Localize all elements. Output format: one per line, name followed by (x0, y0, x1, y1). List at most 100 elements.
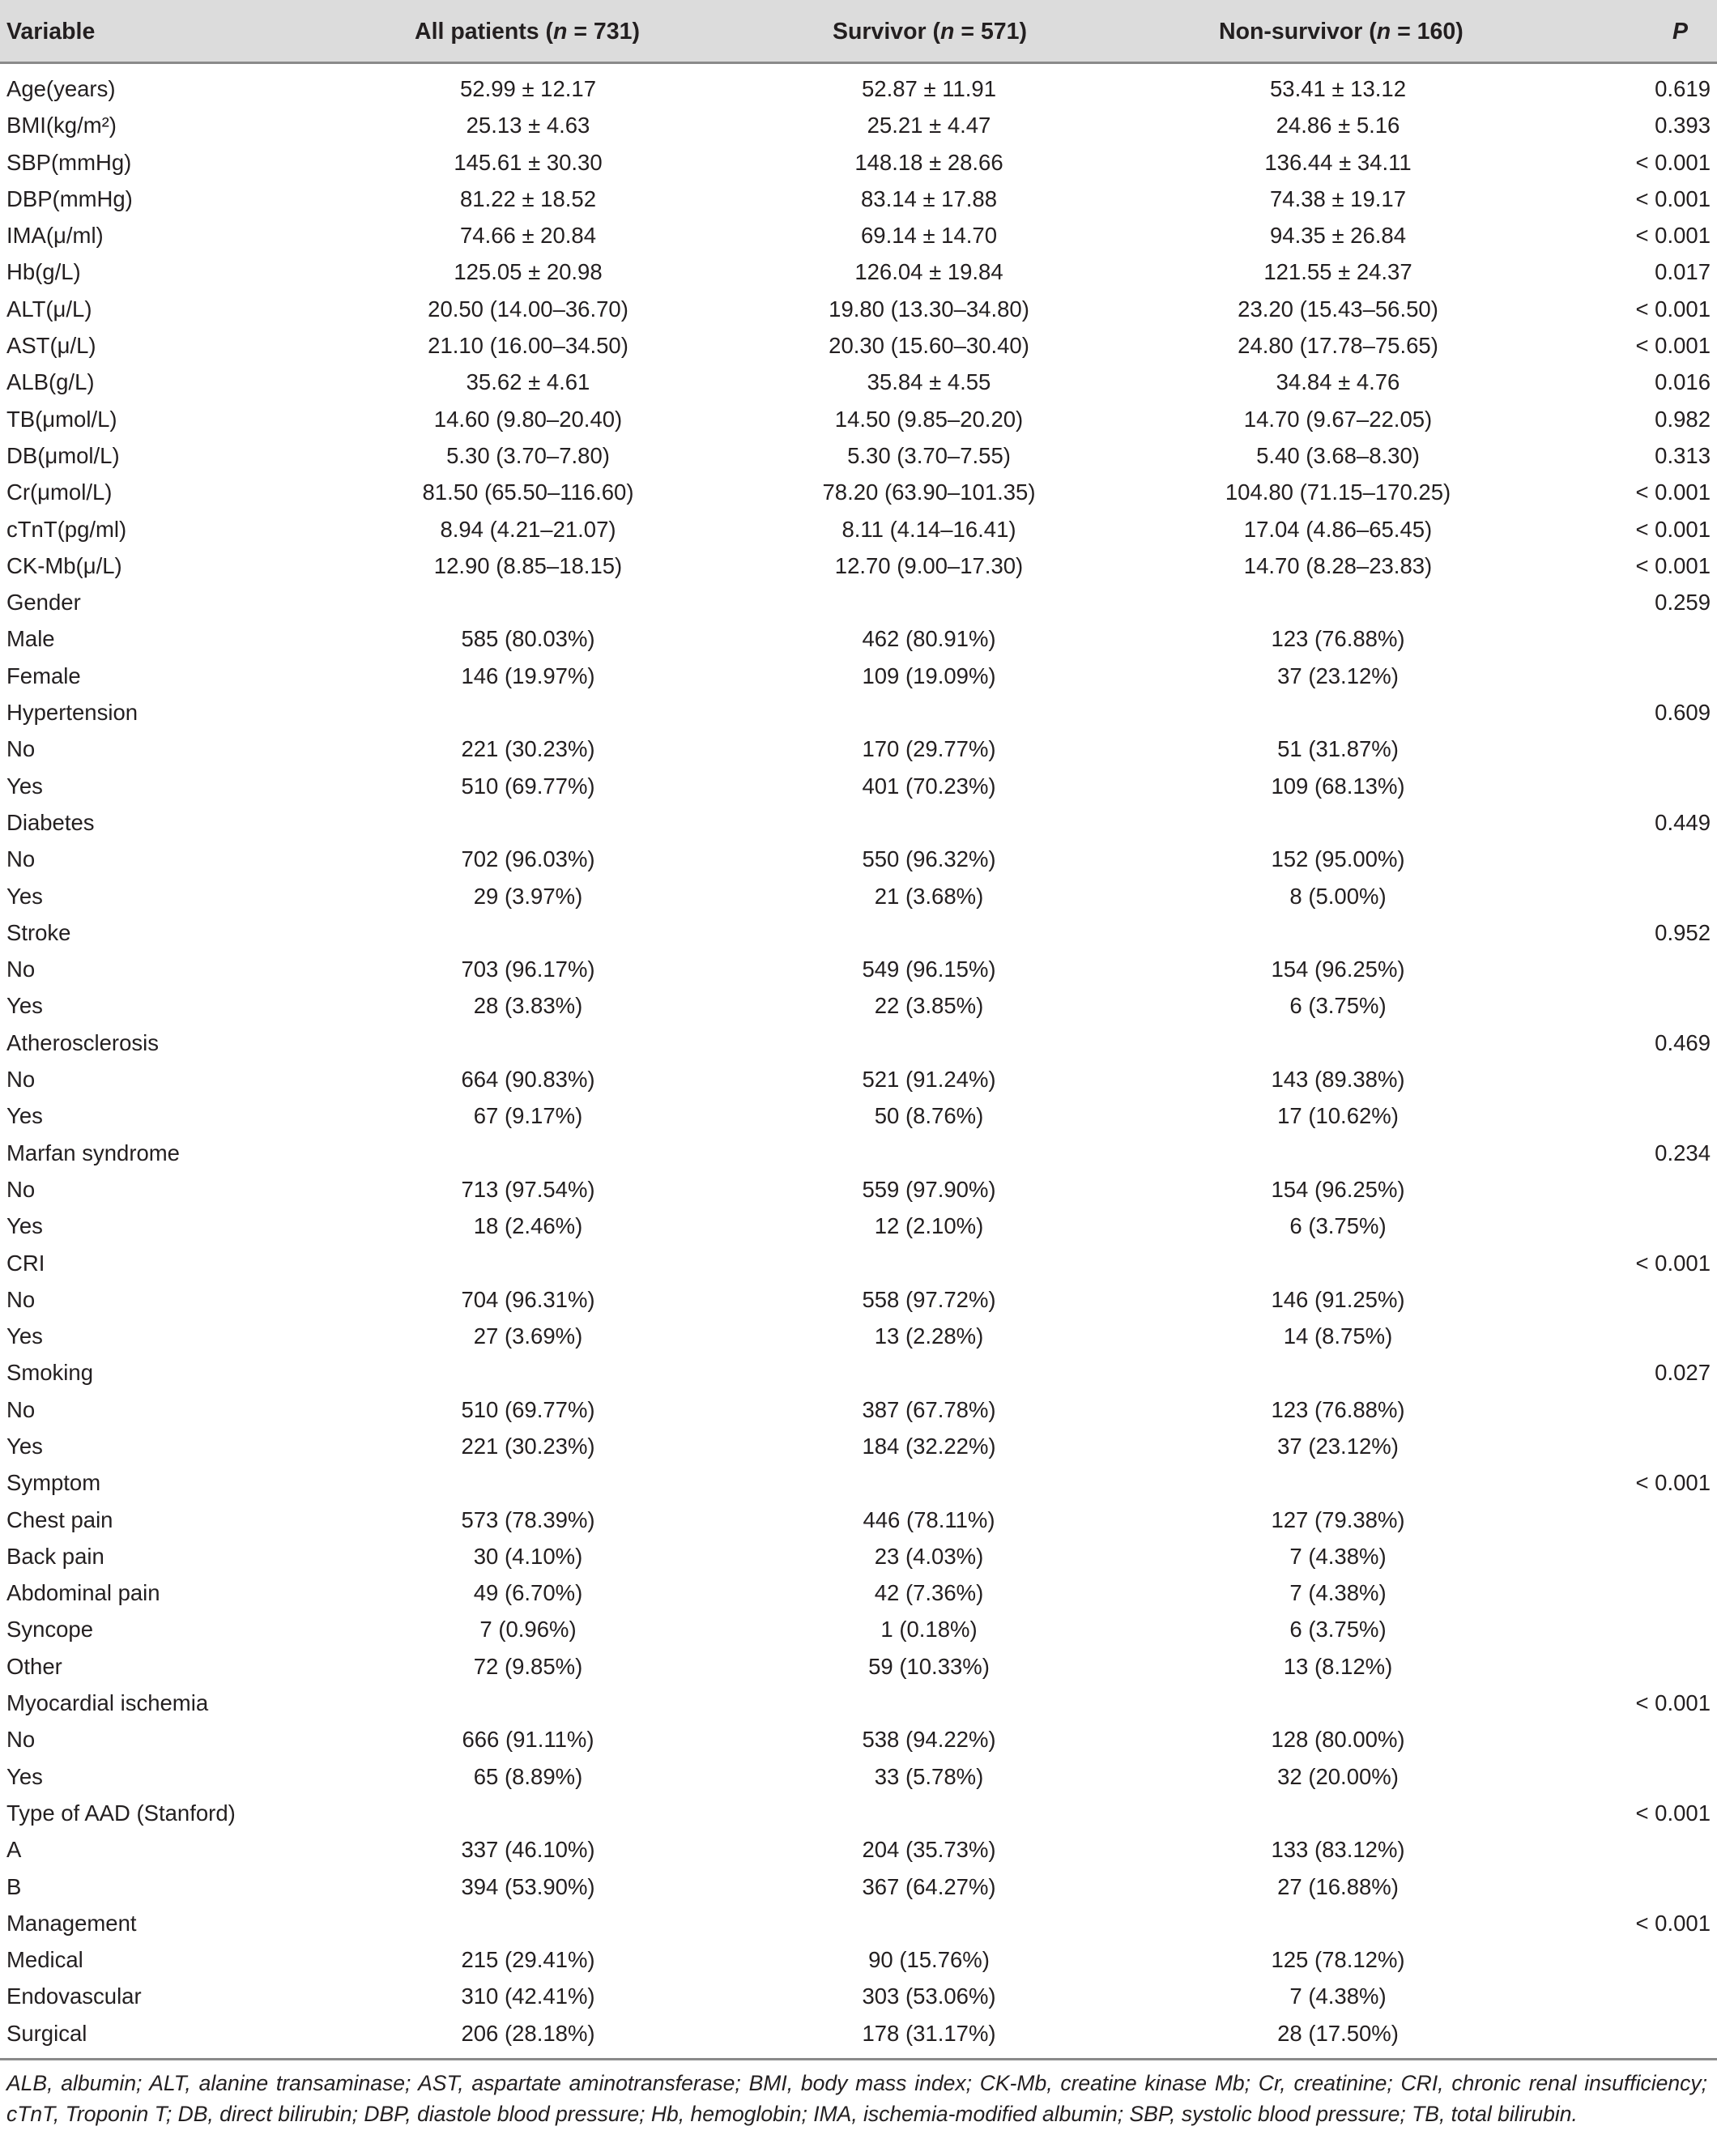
table-row: Type of AAD (Stanford) < 0.001 (0, 1795, 1717, 1831)
cell-all-patients: 146 (19.97%) (461, 663, 595, 688)
cell-variable: B (6, 1873, 22, 1899)
table-row: ALT(μ/L) 20.50 (14.00–36.70) 19.80 (13.30–… (0, 291, 1717, 327)
cell-non-survivor: 37 (23.12%) (1277, 1433, 1399, 1459)
cell-non-survivor: 5.40 (3.68–8.30) (1256, 442, 1420, 468)
cell-non-survivor: 121.55 ± 24.37 (1263, 259, 1412, 285)
cell-variable: Yes (6, 993, 43, 1019)
cell-p-value: < 0.001 (1635, 552, 1711, 578)
table-row: Chest pain 573 (78.39%) 446 (78.11%) 127 (7… (0, 1502, 1717, 1538)
table-row: Yes 67 (9.17%) 50 (8.76%) 17 (10.62%) (0, 1097, 1717, 1134)
cell-p-value: < 0.001 (1635, 1470, 1711, 1496)
cell-survivor: 401 (70.23%) (862, 773, 996, 799)
table-row: Yes 65 (8.89%) 33 (5.78%) 32 (20.00%) (0, 1758, 1717, 1795)
column-header-label: All patients ( (415, 19, 554, 45)
cell-survivor: 8.11 (4.14–16.41) (841, 516, 1016, 542)
cell-non-survivor: 6 (3.75%) (1289, 993, 1387, 1019)
cell-all-patients: 221 (30.23%) (461, 736, 595, 762)
cell-survivor: 14.50 (9.85–20.20) (834, 406, 1024, 432)
table-row: Male 585 (80.03%) 462 (80.91%) 123 (76.88%) (0, 620, 1717, 657)
cell-variable: No (6, 736, 36, 762)
cell-non-survivor: 6 (3.75%) (1289, 1213, 1387, 1239)
cell-survivor: 462 (80.91%) (862, 626, 996, 652)
cell-variable: No (6, 957, 36, 982)
cell-all-patients: 664 (90.83%) (461, 1067, 595, 1093)
cell-non-survivor: 136.44 ± 34.11 (1264, 149, 1412, 175)
cell-all-patients: 7 (0.96%) (479, 1617, 577, 1643)
cell-variable: ALT(μ/L) (6, 296, 92, 322)
cell-variable: Gender (6, 590, 81, 616)
cell-p-value: 0.313 (1655, 442, 1711, 468)
cell-variable: Yes (6, 883, 43, 909)
cell-variable: Back pain (6, 1543, 104, 1569)
cell-survivor: 69.14 ± 14.70 (860, 223, 998, 249)
cell-survivor: 367 (64.27%) (862, 1873, 996, 1899)
cell-survivor: 559 (97.90%) (862, 1176, 996, 1202)
cell-survivor: 204 (35.73%) (862, 1837, 996, 1863)
cell-all-patients: 125.05 ± 20.98 (454, 259, 603, 285)
column-header-label: Survivor ( (833, 19, 941, 45)
cell-survivor: 5.30 (3.70–7.55) (847, 442, 1011, 468)
cell-non-survivor: 51 (31.87%) (1277, 736, 1399, 762)
table-row: ALB(g/L) 35.62 ± 4.61 35.84 ± 4.55 34.84 ± … (0, 364, 1717, 400)
cell-all-patients: 585 (80.03%) (461, 626, 595, 652)
cell-non-survivor: 7 (4.38%) (1289, 1580, 1387, 1606)
cell-all-patients: 702 (96.03%) (461, 846, 595, 872)
cell-p-value: 0.017 (1655, 259, 1711, 285)
cell-non-survivor: 94.35 ± 26.84 (1269, 223, 1407, 249)
cell-all-patients: 18 (2.46%) (473, 1213, 583, 1239)
cell-all-patients: 666 (91.11%) (462, 1727, 594, 1753)
cell-p-value: < 0.001 (1635, 1690, 1711, 1716)
cell-all-patients: 29 (3.97%) (473, 883, 583, 909)
cell-non-survivor: 14.70 (9.67–22.05) (1243, 406, 1433, 432)
cell-non-survivor: 74.38 ± 19.17 (1269, 185, 1407, 211)
table-row: B 394 (53.90%) 367 (64.27%) 27 (16.88%) (0, 1868, 1717, 1905)
cell-survivor: 549 (96.15%) (862, 957, 996, 982)
cell-variable: DB(μmol/L) (6, 442, 120, 468)
table-row: A 337 (46.10%) 204 (35.73%) 133 (83.12%) (0, 1831, 1717, 1868)
column-header-variable: Variable (6, 19, 96, 45)
table-row: No 702 (96.03%) 550 (96.32%) 152 (95.00%) (0, 841, 1717, 877)
cell-all-patients: 65 (8.89%) (473, 1763, 583, 1789)
cell-variable: Marfan syndrome (6, 1140, 180, 1165)
column-header-count: = 571) (954, 19, 1027, 45)
table-row: Yes 18 (2.46%) 12 (2.10%) 6 (3.75%) (0, 1208, 1717, 1244)
cell-all-patients: 21.10 (16.00–34.50) (428, 333, 628, 359)
cell-variable: No (6, 846, 36, 872)
cell-survivor: 12.70 (9.00–17.30) (834, 552, 1024, 578)
cell-p-value: 0.027 (1655, 1360, 1711, 1386)
cell-variable: Stroke (6, 919, 71, 945)
cell-variable: Yes (6, 1433, 43, 1459)
table-row: Back pain 30 (4.10%) 23 (4.03%) 7 (4.38%) (0, 1538, 1717, 1574)
cell-non-survivor: 23.20 (15.43–56.50) (1238, 296, 1438, 322)
table-row: Medical 215 (29.41%) 90 (15.76%) 125 (78.12… (0, 1941, 1717, 1978)
cell-survivor: 23 (4.03%) (874, 1543, 984, 1569)
table-row: Diabetes 0.449 (0, 804, 1717, 841)
cell-variable: Yes (6, 1323, 43, 1349)
table-row: Hb(g/L) 125.05 ± 20.98 126.04 ± 19.84 121.5… (0, 254, 1717, 290)
p-symbol: P (1672, 19, 1688, 45)
cell-non-survivor: 123 (76.88%) (1271, 626, 1405, 652)
cell-non-survivor: 28 (17.50%) (1277, 2020, 1399, 2046)
cell-variable: Endovascular (6, 1983, 142, 2009)
table-bottom-divider (0, 2058, 1717, 2060)
cell-non-survivor: 7 (4.38%) (1289, 1983, 1387, 2009)
cell-survivor: 21 (3.68%) (874, 883, 984, 909)
table-row: No 704 (96.31%) 558 (97.72%) 146 (91.25%) (0, 1281, 1717, 1318)
cell-variable: Other (6, 1653, 62, 1679)
table-row: IMA(μ/ml) 74.66 ± 20.84 69.14 ± 14.70 94.35… (0, 217, 1717, 254)
cell-all-patients: 14.60 (9.80–20.40) (433, 406, 623, 432)
cell-variable: Syncope (6, 1617, 94, 1643)
table-row: Endovascular 310 (42.41%) 303 (53.06%) 7 (4… (0, 1978, 1717, 2014)
cell-p-value: < 0.001 (1635, 296, 1711, 322)
cell-p-value: 0.393 (1655, 113, 1711, 138)
table-row: Smoking 0.027 (0, 1354, 1717, 1391)
cell-survivor: 33 (5.78%) (874, 1763, 984, 1789)
cell-all-patients: 510 (69.77%) (461, 1396, 595, 1422)
cell-variable: Yes (6, 773, 43, 799)
column-header-non-survivor: Non-survivor (n = 160) (1219, 0, 1463, 62)
cell-variable: No (6, 1067, 36, 1093)
cell-all-patients: 704 (96.31%) (461, 1286, 595, 1312)
cell-all-patients: 72 (9.85%) (473, 1653, 583, 1679)
column-header-count: = 160) (1391, 19, 1463, 45)
cell-all-patients: 510 (69.77%) (461, 773, 595, 799)
